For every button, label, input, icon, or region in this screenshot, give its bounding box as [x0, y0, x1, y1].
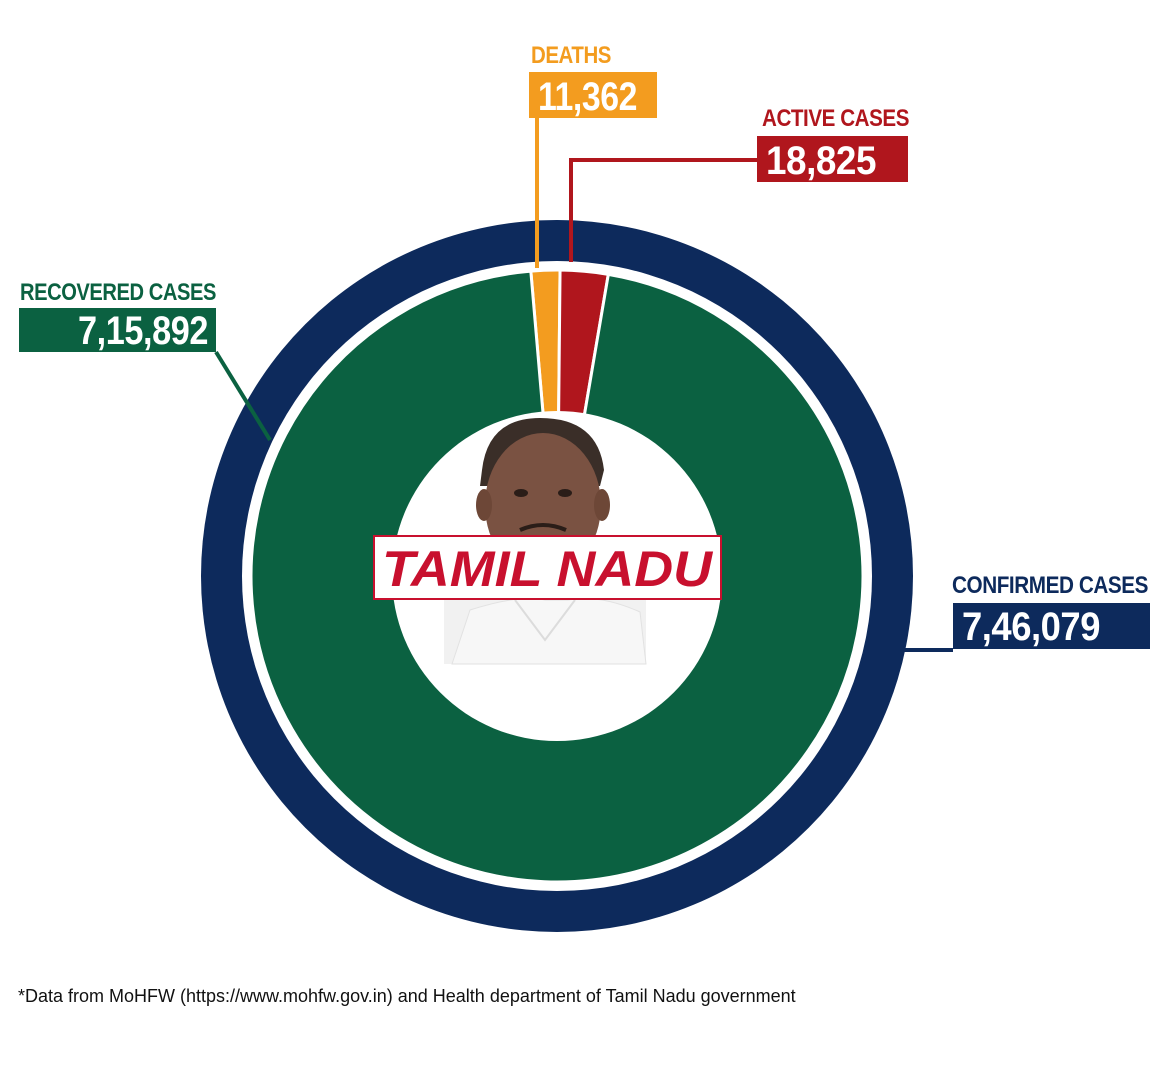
- deaths-value-box: [529, 72, 657, 118]
- title-banner: [373, 535, 722, 600]
- recovered-leader: [214, 350, 272, 442]
- deaths-value: 11,362: [538, 75, 637, 119]
- active-value-box: [757, 136, 908, 182]
- confirmed-value: 7,46,079: [962, 605, 1100, 649]
- confirmed-label: CONFIRMED CASES: [952, 572, 1148, 599]
- recovered-label: RECOVERED CASES: [20, 279, 216, 306]
- active-value: 18,825: [766, 139, 876, 183]
- confirmed-value-box: [953, 603, 1150, 649]
- recovered-value: 7,15,892: [78, 309, 208, 353]
- active-leader: [569, 158, 758, 262]
- chart-title: TAMIL NADU: [382, 541, 714, 597]
- recovered-value-box: [19, 308, 216, 352]
- active-label: ACTIVE CASES: [762, 105, 909, 132]
- deaths-label: DEATHS: [531, 42, 611, 69]
- source-footnote: *Data from MoHFW (https://www.mohfw.gov.…: [18, 986, 796, 1006]
